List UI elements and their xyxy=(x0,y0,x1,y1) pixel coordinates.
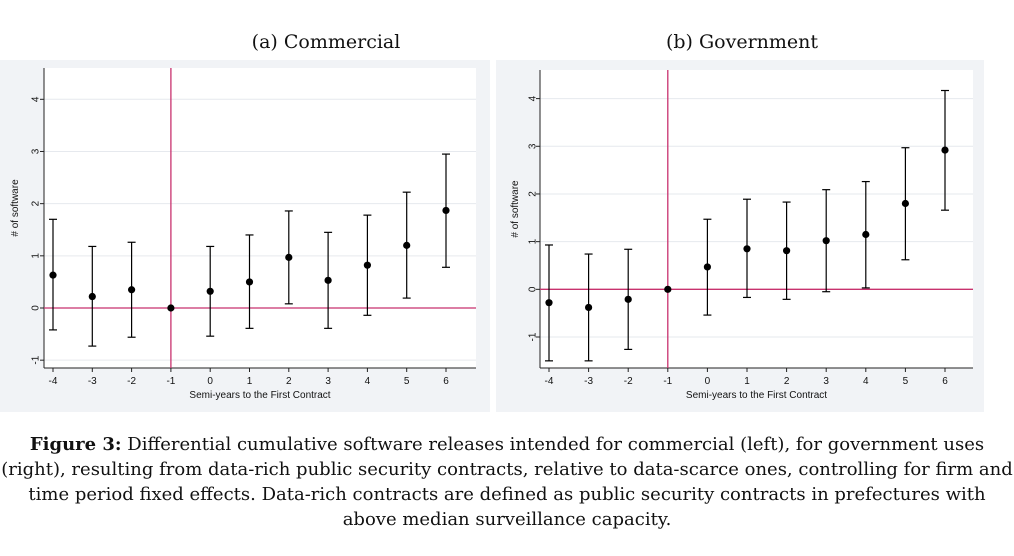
commercial-x-tick-label: -3 xyxy=(88,376,97,387)
commercial-x-tick-label: 2 xyxy=(286,376,292,387)
commercial-point xyxy=(167,304,175,312)
commercial-point xyxy=(285,253,293,261)
caption-label: Figure 3: xyxy=(29,434,122,455)
government-point xyxy=(545,299,553,307)
commercial-x-tick-label: 3 xyxy=(325,376,331,387)
commercial-x-tick-label: 1 xyxy=(247,376,253,387)
government-x-tick-label: 6 xyxy=(942,376,948,387)
commercial-y-tick-label: 2 xyxy=(31,200,42,206)
government-x-tick-label: -3 xyxy=(584,376,593,387)
government-x-tick-label: 2 xyxy=(784,376,790,387)
commercial-plot-area xyxy=(44,68,476,368)
commercial-y-axis-label: # of software xyxy=(10,179,21,237)
government-x-tick-label: -1 xyxy=(663,376,672,387)
commercial-x-tick-label: -4 xyxy=(49,376,58,387)
government-y-tick-label: 3 xyxy=(528,143,539,149)
commercial-point xyxy=(88,292,96,301)
caption-text: Differential cumulative software release… xyxy=(1,434,1013,530)
commercial-y-tick-label: 0 xyxy=(31,305,42,311)
government-x-tick-label: 1 xyxy=(744,376,750,387)
figure-caption: Figure 3: Differential cumulative softwa… xyxy=(0,432,1014,532)
commercial-point xyxy=(245,278,254,286)
government-point xyxy=(941,146,949,154)
government-point xyxy=(901,199,910,208)
government-x-tick-label: 0 xyxy=(705,376,711,387)
commercial-point xyxy=(363,261,371,269)
government-point xyxy=(585,303,593,312)
government-y-tick-label: 0 xyxy=(528,286,539,292)
government-x-axis-label: Semi-years to the First Contract xyxy=(686,390,827,401)
commercial-y-tick-label: -1 xyxy=(31,355,42,364)
government-x-tick-label: 3 xyxy=(823,376,829,387)
government-y-axis-label: # of software xyxy=(510,180,521,238)
commercial-x-tick-label: -1 xyxy=(166,376,175,387)
commercial-point xyxy=(206,287,214,295)
government-point xyxy=(624,295,632,303)
panel-title-government: (b) Government xyxy=(665,31,819,53)
commercial-x-axis-label: Semi-years to the First Contract xyxy=(189,390,330,401)
commercial-point xyxy=(49,271,57,279)
government-y-tick-label: 2 xyxy=(528,191,539,197)
commercial-x-tick-label: -2 xyxy=(127,376,136,387)
panel-title-commercial: (a) Commercial xyxy=(251,31,401,53)
government-point xyxy=(862,230,870,239)
government-y-tick-label: -1 xyxy=(528,332,539,341)
commercial-x-tick-label: 4 xyxy=(365,376,371,387)
government-point xyxy=(783,247,791,255)
government-x-tick-label: 4 xyxy=(863,376,869,387)
government-y-tick-label: 4 xyxy=(528,95,539,101)
commercial-x-tick-label: 6 xyxy=(443,376,449,387)
government-point xyxy=(743,245,751,253)
commercial-point xyxy=(403,241,411,249)
government-point xyxy=(703,263,712,271)
government-y-tick-label: 1 xyxy=(528,238,539,244)
government-point xyxy=(822,237,830,245)
commercial-y-tick-label: 3 xyxy=(31,148,42,154)
commercial-point xyxy=(324,276,332,284)
government-x-tick-label: 5 xyxy=(903,376,909,387)
government-x-tick-label: -2 xyxy=(624,376,633,387)
government-point xyxy=(664,285,672,293)
commercial-point xyxy=(128,286,136,294)
commercial-y-tick-label: 1 xyxy=(31,253,42,259)
government-plot-area xyxy=(540,70,973,368)
commercial-x-tick-label: 0 xyxy=(207,376,213,387)
government-x-tick-label: -4 xyxy=(545,376,554,387)
commercial-point xyxy=(442,206,450,215)
commercial-y-tick-label: 4 xyxy=(31,96,42,102)
commercial-x-tick-label: 5 xyxy=(404,376,410,387)
